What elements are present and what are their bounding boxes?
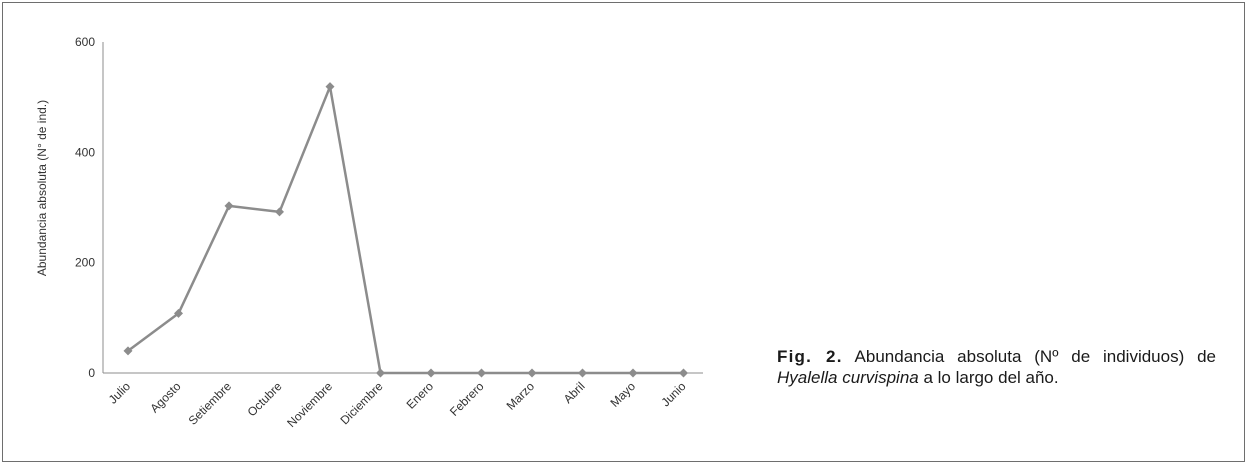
x-tick-label: Marzo xyxy=(504,379,538,413)
figure-caption: Fig. 2. Abundancia absoluta (Nº de indiv… xyxy=(777,346,1216,388)
data-point-marker xyxy=(477,368,486,378)
caption-label: Fig. 2. xyxy=(777,347,843,366)
caption-text-after: a lo largo del año. xyxy=(918,368,1059,387)
x-tick-label: Agosto xyxy=(147,379,184,416)
x-tick-label: Enero xyxy=(404,379,437,412)
x-tick-label: Diciembre xyxy=(338,379,386,427)
y-tick-label: 600 xyxy=(75,35,95,49)
x-tick-label: Abril xyxy=(561,379,588,406)
y-tick-label: 200 xyxy=(75,256,95,270)
data-point-marker xyxy=(679,368,688,378)
x-axis-ticks: Julio Agosto Setiembre Octubre Noviembre Dici… xyxy=(106,379,689,430)
x-tick-label: Noviembre xyxy=(284,379,335,430)
data-point-marker xyxy=(275,207,284,217)
data-point-marker xyxy=(224,201,234,211)
data-point-marker xyxy=(628,368,638,378)
data-point-marker xyxy=(325,82,335,92)
x-tick-label: Setiembre xyxy=(186,379,235,428)
x-tick-label: Octubre xyxy=(245,379,285,419)
series-line xyxy=(127,85,684,375)
data-point-marker xyxy=(376,368,385,378)
caption-text-before: Abundancia absoluta (Nº de individuos) d… xyxy=(842,347,1216,366)
data-point-marker xyxy=(123,346,133,356)
x-tick-label: Febrero xyxy=(447,379,487,419)
y-tick-label: 400 xyxy=(75,145,95,159)
data-point-marker xyxy=(426,368,436,378)
series-markers xyxy=(123,82,688,378)
y-tick-label: 0 xyxy=(88,366,95,380)
x-tick-label: Mayo xyxy=(607,379,638,410)
data-point-marker xyxy=(527,368,537,378)
x-tick-label: Julio xyxy=(106,379,134,407)
data-point-marker xyxy=(174,308,183,318)
data-line xyxy=(127,85,684,375)
chart-axes xyxy=(102,42,703,374)
caption-species: Hyalella curvispina xyxy=(777,368,919,387)
data-point-marker xyxy=(578,368,587,378)
y-axis-ticks: 0 200 400 600 xyxy=(75,35,95,380)
y-axis-label: Abundancia absoluta (N° de ind.) xyxy=(35,100,49,276)
x-tick-label: Junio xyxy=(658,379,688,409)
